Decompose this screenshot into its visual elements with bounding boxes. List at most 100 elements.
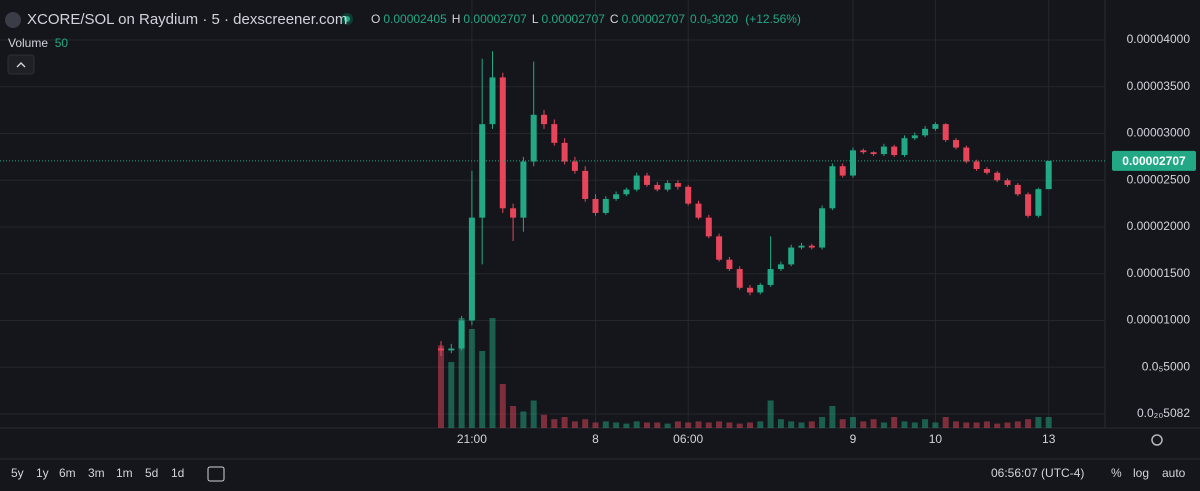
candle-body [530,114,537,162]
candle-body [932,124,939,129]
ohlc-key: H [451,12,461,26]
volume-bar [582,419,589,428]
range-button[interactable]: 1m [116,466,133,480]
ohlc-key: L [531,12,539,26]
candle-body [448,348,455,351]
volume-bar [726,422,733,428]
candle-body [438,348,444,351]
chart-title: XCORE/SOL on Raydium · 5 · dexscreener.c… [27,11,348,28]
x-tick-label: 9 [850,432,857,446]
range-button[interactable]: 6m [59,466,76,480]
x-tick-label: 21:00 [457,432,487,446]
candle-body [767,269,774,285]
candle-body [499,77,506,209]
calendar-icon[interactable] [207,466,225,482]
volume-bar [808,421,815,428]
candle-body [685,186,692,204]
candle-body [911,135,918,139]
volume-bar [479,351,486,428]
y-tick-label: 0.0₅5000 [1142,359,1191,373]
range-button[interactable]: 1y [36,466,49,480]
volume-bar [623,423,630,428]
candle-body [468,217,475,321]
scale-option[interactable]: % [1111,466,1122,480]
volume-bar [839,419,846,428]
settings-icon[interactable] [1151,434,1163,446]
volume-bar [829,406,836,428]
volume-bar [674,421,681,428]
volume-label: Volume [8,36,49,50]
collapse-icon [16,62,26,68]
volume-bar [530,400,537,428]
status-dot [344,16,350,22]
candle-body [623,189,630,195]
candle-body [592,198,599,213]
y-tick-label: 0.00001000 [1127,313,1191,327]
volume-bar [448,362,455,428]
candle-body [983,169,990,173]
y-tick-label: 0.00003500 [1127,79,1191,93]
volume-bar [767,400,774,428]
x-tick-label: 13 [1042,432,1056,446]
candle-body [942,124,949,141]
volume-bar [736,423,743,428]
candle-body [777,264,784,270]
ohlc-value: 0.00002707 [621,12,685,26]
last-price-tag [1112,150,1196,171]
candle-body [860,150,867,153]
volume-bar [633,421,640,428]
volume-bar [458,318,465,428]
volume-bar [973,422,980,428]
change-value: 0.0₅3020 [690,12,739,26]
candle-body [510,208,517,218]
volume-bar [942,417,949,428]
y-tick-label: 0.0₂₀5082 [1137,406,1190,420]
candle-body [1014,184,1021,195]
candle-body [819,208,826,248]
candle-body [808,245,815,248]
candle-body [1045,160,1052,190]
volume-bar [911,422,918,428]
candle-body [561,142,568,162]
range-button[interactable]: 3m [88,466,105,480]
x-tick-label: 10 [929,432,943,446]
volume-bar [880,422,887,428]
volume-bar [819,417,826,428]
y-tick-label: 0.00002500 [1127,172,1191,186]
range-button[interactable]: 5y [11,466,24,480]
scale-option[interactable]: auto [1162,466,1186,480]
change-percent: (+12.56%) [745,12,801,26]
collapse-button[interactable] [7,54,35,75]
candle-body [674,183,681,187]
candle-body [891,146,898,156]
candle-body [922,128,929,136]
volume-bar [901,421,908,428]
candle-body [726,259,733,270]
volume-bar [1014,421,1021,428]
candle-body [850,150,856,176]
volume-bar [1004,422,1011,428]
scale-option[interactable]: log [1133,466,1150,480]
volume-bar [571,421,578,428]
candle-body [654,184,661,190]
volume-bar [438,345,444,428]
y-tick-label: 0.00004000 [1127,32,1191,46]
x-tick-label: 06:00 [673,432,703,446]
volume-bar [695,421,702,428]
candle-body [798,245,805,248]
volume-bar [788,421,795,428]
volume-bar [994,423,1001,428]
volume-bar [747,422,753,428]
volume-bar [561,417,568,428]
range-button[interactable]: 1d [171,466,185,480]
volume-bar [654,422,661,428]
y-tick-label: 0.00001500 [1127,266,1191,280]
volume-bar [850,417,856,428]
candle-body [571,161,578,171]
toolbar: 5y 1y 6m 3m 1m 5d 1d 06:56:07 (UTC-4)% log auto [0,466,1200,484]
range-button[interactable]: 5d [145,466,159,480]
volume-bar [716,421,723,428]
volume-period: 50 [54,36,69,50]
